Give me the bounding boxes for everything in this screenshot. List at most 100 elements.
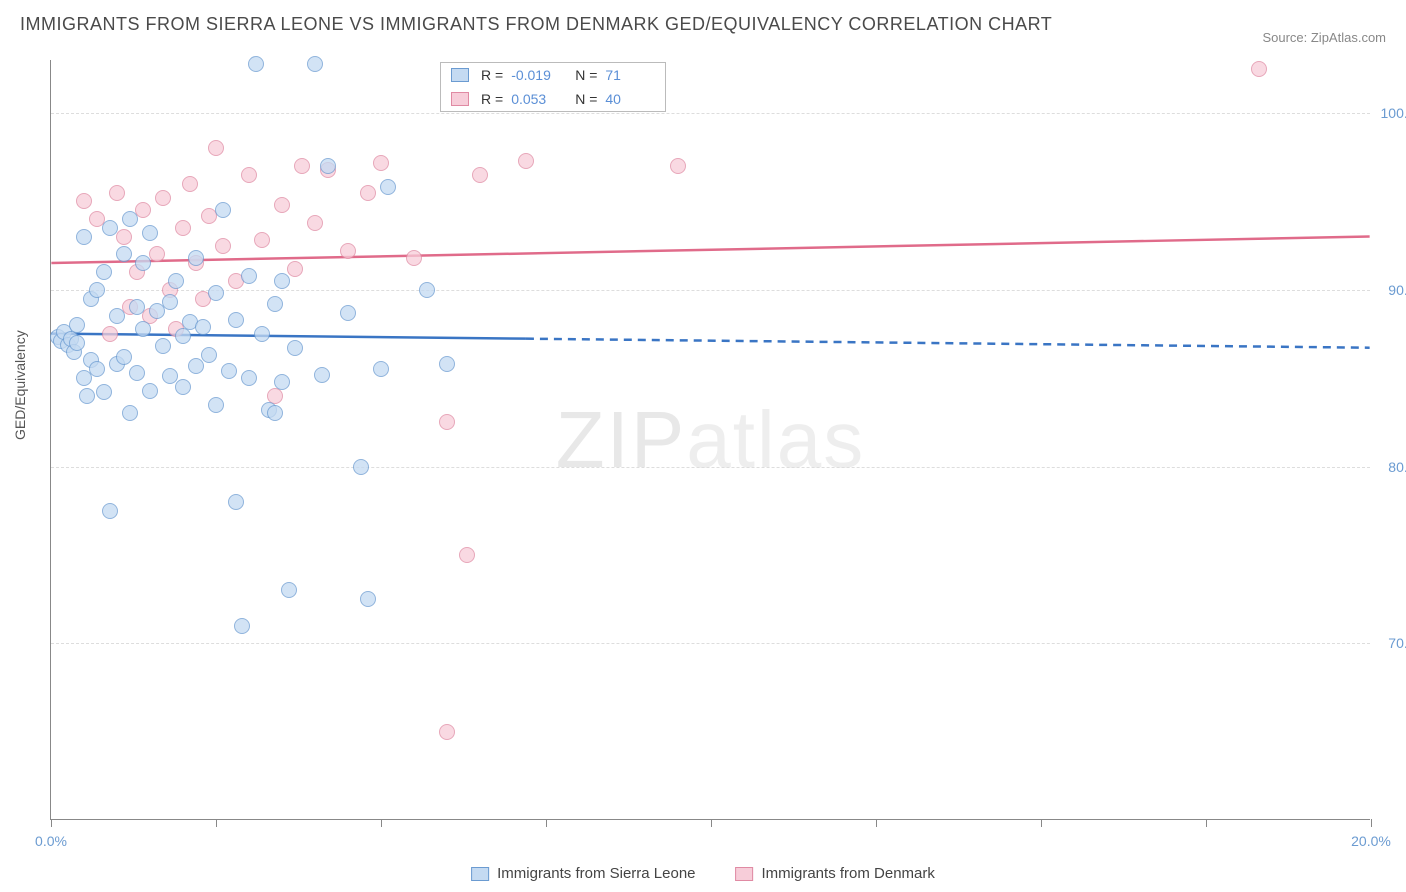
scatter-point — [406, 250, 422, 266]
legend-item-sierra-leone: Immigrants from Sierra Leone — [471, 865, 695, 882]
scatter-point — [116, 349, 132, 365]
n-label: N = — [575, 67, 597, 83]
gridline — [51, 643, 1370, 644]
scatter-point — [175, 220, 191, 236]
y-tick-label: 70.0% — [1388, 635, 1406, 651]
scatter-point — [109, 185, 125, 201]
scatter-point — [188, 358, 204, 374]
scatter-point — [373, 361, 389, 377]
y-tick-label: 80.0% — [1388, 459, 1406, 475]
scatter-point — [162, 294, 178, 310]
gridline — [51, 467, 1370, 468]
r-value: -0.019 — [511, 67, 561, 83]
n-label: N = — [575, 91, 597, 107]
scatter-point — [360, 591, 376, 607]
scatter-point — [76, 193, 92, 209]
scatter-point — [155, 190, 171, 206]
scatter-point — [116, 229, 132, 245]
scatter-point — [102, 326, 118, 342]
scatter-point — [228, 494, 244, 510]
scatter-point — [320, 158, 336, 174]
scatter-point — [135, 321, 151, 337]
scatter-point — [439, 724, 455, 740]
scatter-point — [142, 225, 158, 241]
scatter-point — [518, 153, 534, 169]
scatter-point — [188, 250, 204, 266]
scatter-point — [287, 340, 303, 356]
scatter-point — [419, 282, 435, 298]
x-tick — [546, 819, 547, 827]
scatter-point — [96, 384, 112, 400]
scatter-point — [281, 582, 297, 598]
scatter-point — [254, 232, 270, 248]
r-label: R = — [481, 91, 503, 107]
x-tick — [51, 819, 52, 827]
scatter-point — [472, 167, 488, 183]
gridline — [51, 113, 1370, 114]
scatter-point — [175, 328, 191, 344]
chart-title: IMMIGRANTS FROM SIERRA LEONE VS IMMIGRAN… — [20, 14, 1052, 35]
y-tick-label: 90.0% — [1388, 282, 1406, 298]
scatter-point — [76, 229, 92, 245]
scatter-point — [307, 56, 323, 72]
scatter-point — [122, 405, 138, 421]
scatter-point — [274, 197, 290, 213]
scatter-point — [175, 379, 191, 395]
legend-item-denmark: Immigrants from Denmark — [736, 865, 935, 882]
r-label: R = — [481, 67, 503, 83]
scatter-point — [102, 220, 118, 236]
scatter-point — [79, 388, 95, 404]
scatter-point — [274, 273, 290, 289]
scatter-point — [182, 176, 198, 192]
scatter-point — [241, 268, 257, 284]
scatter-point — [1251, 61, 1267, 77]
scatter-point — [142, 383, 158, 399]
x-tick — [711, 819, 712, 827]
y-tick-label: 100.0% — [1381, 105, 1406, 121]
n-value: 40 — [605, 91, 655, 107]
scatter-point — [89, 361, 105, 377]
scatter-point — [459, 547, 475, 563]
scatter-point — [208, 397, 224, 413]
scatter-point — [307, 215, 323, 231]
scatter-point — [215, 238, 231, 254]
n-value: 71 — [605, 67, 655, 83]
swatch-icon — [451, 68, 469, 82]
scatter-point — [116, 246, 132, 262]
scatter-point — [221, 363, 237, 379]
scatter-point — [135, 255, 151, 271]
x-tick — [1206, 819, 1207, 827]
scatter-point — [241, 370, 257, 386]
legend-stat-row: R = -0.019 N = 71 — [441, 63, 665, 87]
legend-label: Immigrants from Denmark — [762, 865, 935, 882]
swatch-icon — [451, 92, 469, 106]
x-tick — [1041, 819, 1042, 827]
scatter-point — [228, 312, 244, 328]
scatter-point — [353, 459, 369, 475]
x-tick — [1371, 819, 1372, 827]
scatter-point — [129, 299, 145, 315]
y-axis-label: GED/Equivalency — [12, 330, 28, 440]
scatter-point — [287, 261, 303, 277]
scatter-point — [109, 308, 125, 324]
swatch-icon — [471, 867, 489, 881]
scatter-point — [294, 158, 310, 174]
scatter-point — [69, 335, 85, 351]
r-value: 0.053 — [511, 91, 561, 107]
chart-plot-area: ZIPatlas 70.0%80.0%90.0%100.0%0.0%20.0% — [50, 60, 1370, 820]
scatter-point — [360, 185, 376, 201]
x-tick — [876, 819, 877, 827]
scatter-point — [155, 338, 171, 354]
scatter-point — [122, 211, 138, 227]
scatter-point — [89, 282, 105, 298]
scatter-point — [168, 273, 184, 289]
swatch-icon — [736, 867, 754, 881]
scatter-point — [380, 179, 396, 195]
scatter-point — [340, 243, 356, 259]
scatter-point — [241, 167, 257, 183]
watermark: ZIPatlas — [556, 394, 865, 486]
scatter-point — [208, 140, 224, 156]
scatter-point — [69, 317, 85, 333]
scatter-point — [96, 264, 112, 280]
x-tick-label: 20.0% — [1351, 833, 1391, 849]
